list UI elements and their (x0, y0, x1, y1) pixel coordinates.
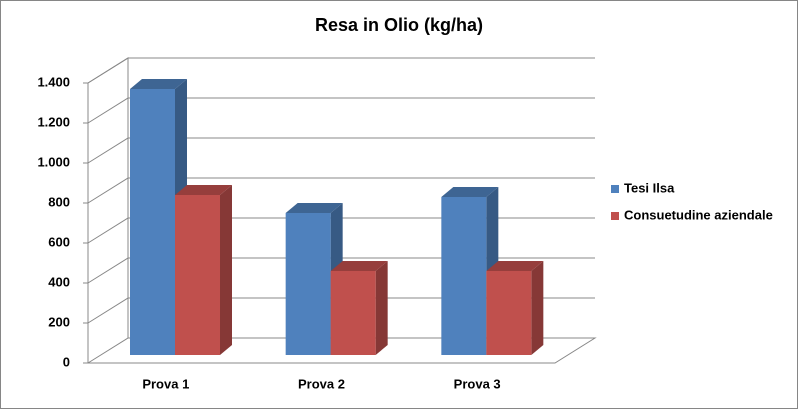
y-tick-label: 1.000 (37, 154, 70, 169)
y-tick-label: 600 (48, 234, 70, 249)
bar-top (130, 79, 187, 89)
y-tick-label: 400 (48, 274, 70, 289)
legend-label: Consuetudine aziendale (624, 207, 773, 222)
grid-line (87, 137, 595, 164)
bar-top (285, 203, 343, 213)
y-tick-label: 800 (48, 194, 70, 209)
legend-label: Tesi Ilsa (624, 180, 675, 195)
legend-swatch (611, 185, 619, 193)
y-tick-label: 200 (48, 314, 70, 329)
grid-line (87, 97, 595, 124)
y-tick-label: 1.400 (37, 74, 70, 89)
bar (130, 89, 175, 355)
bar-top (441, 187, 499, 197)
x-tick-label: Prova 1 (142, 376, 189, 391)
grid-line (87, 337, 595, 364)
bar (486, 271, 532, 355)
x-tick-label: Prova 2 (298, 376, 345, 391)
bar (285, 213, 331, 355)
bar-top (486, 261, 544, 271)
grid-line (87, 217, 595, 244)
grid-line (87, 297, 595, 324)
bar-side (375, 261, 388, 355)
grid-line (87, 257, 595, 284)
bar-side (531, 261, 544, 355)
chart-title: Resa in Olio (kg/ha) (315, 15, 483, 35)
bar (441, 197, 487, 355)
bar-side (220, 185, 232, 355)
grid-line (87, 57, 595, 84)
x-tick-label: Prova 3 (454, 376, 501, 391)
legend-swatch (611, 212, 619, 220)
y-tick-label: 0 (63, 354, 70, 369)
grid-line (87, 177, 595, 204)
bar-top (330, 261, 388, 271)
bar (175, 195, 220, 355)
y-tick-label: 1.200 (37, 114, 70, 129)
bar (330, 271, 376, 355)
bar-top (175, 185, 232, 195)
